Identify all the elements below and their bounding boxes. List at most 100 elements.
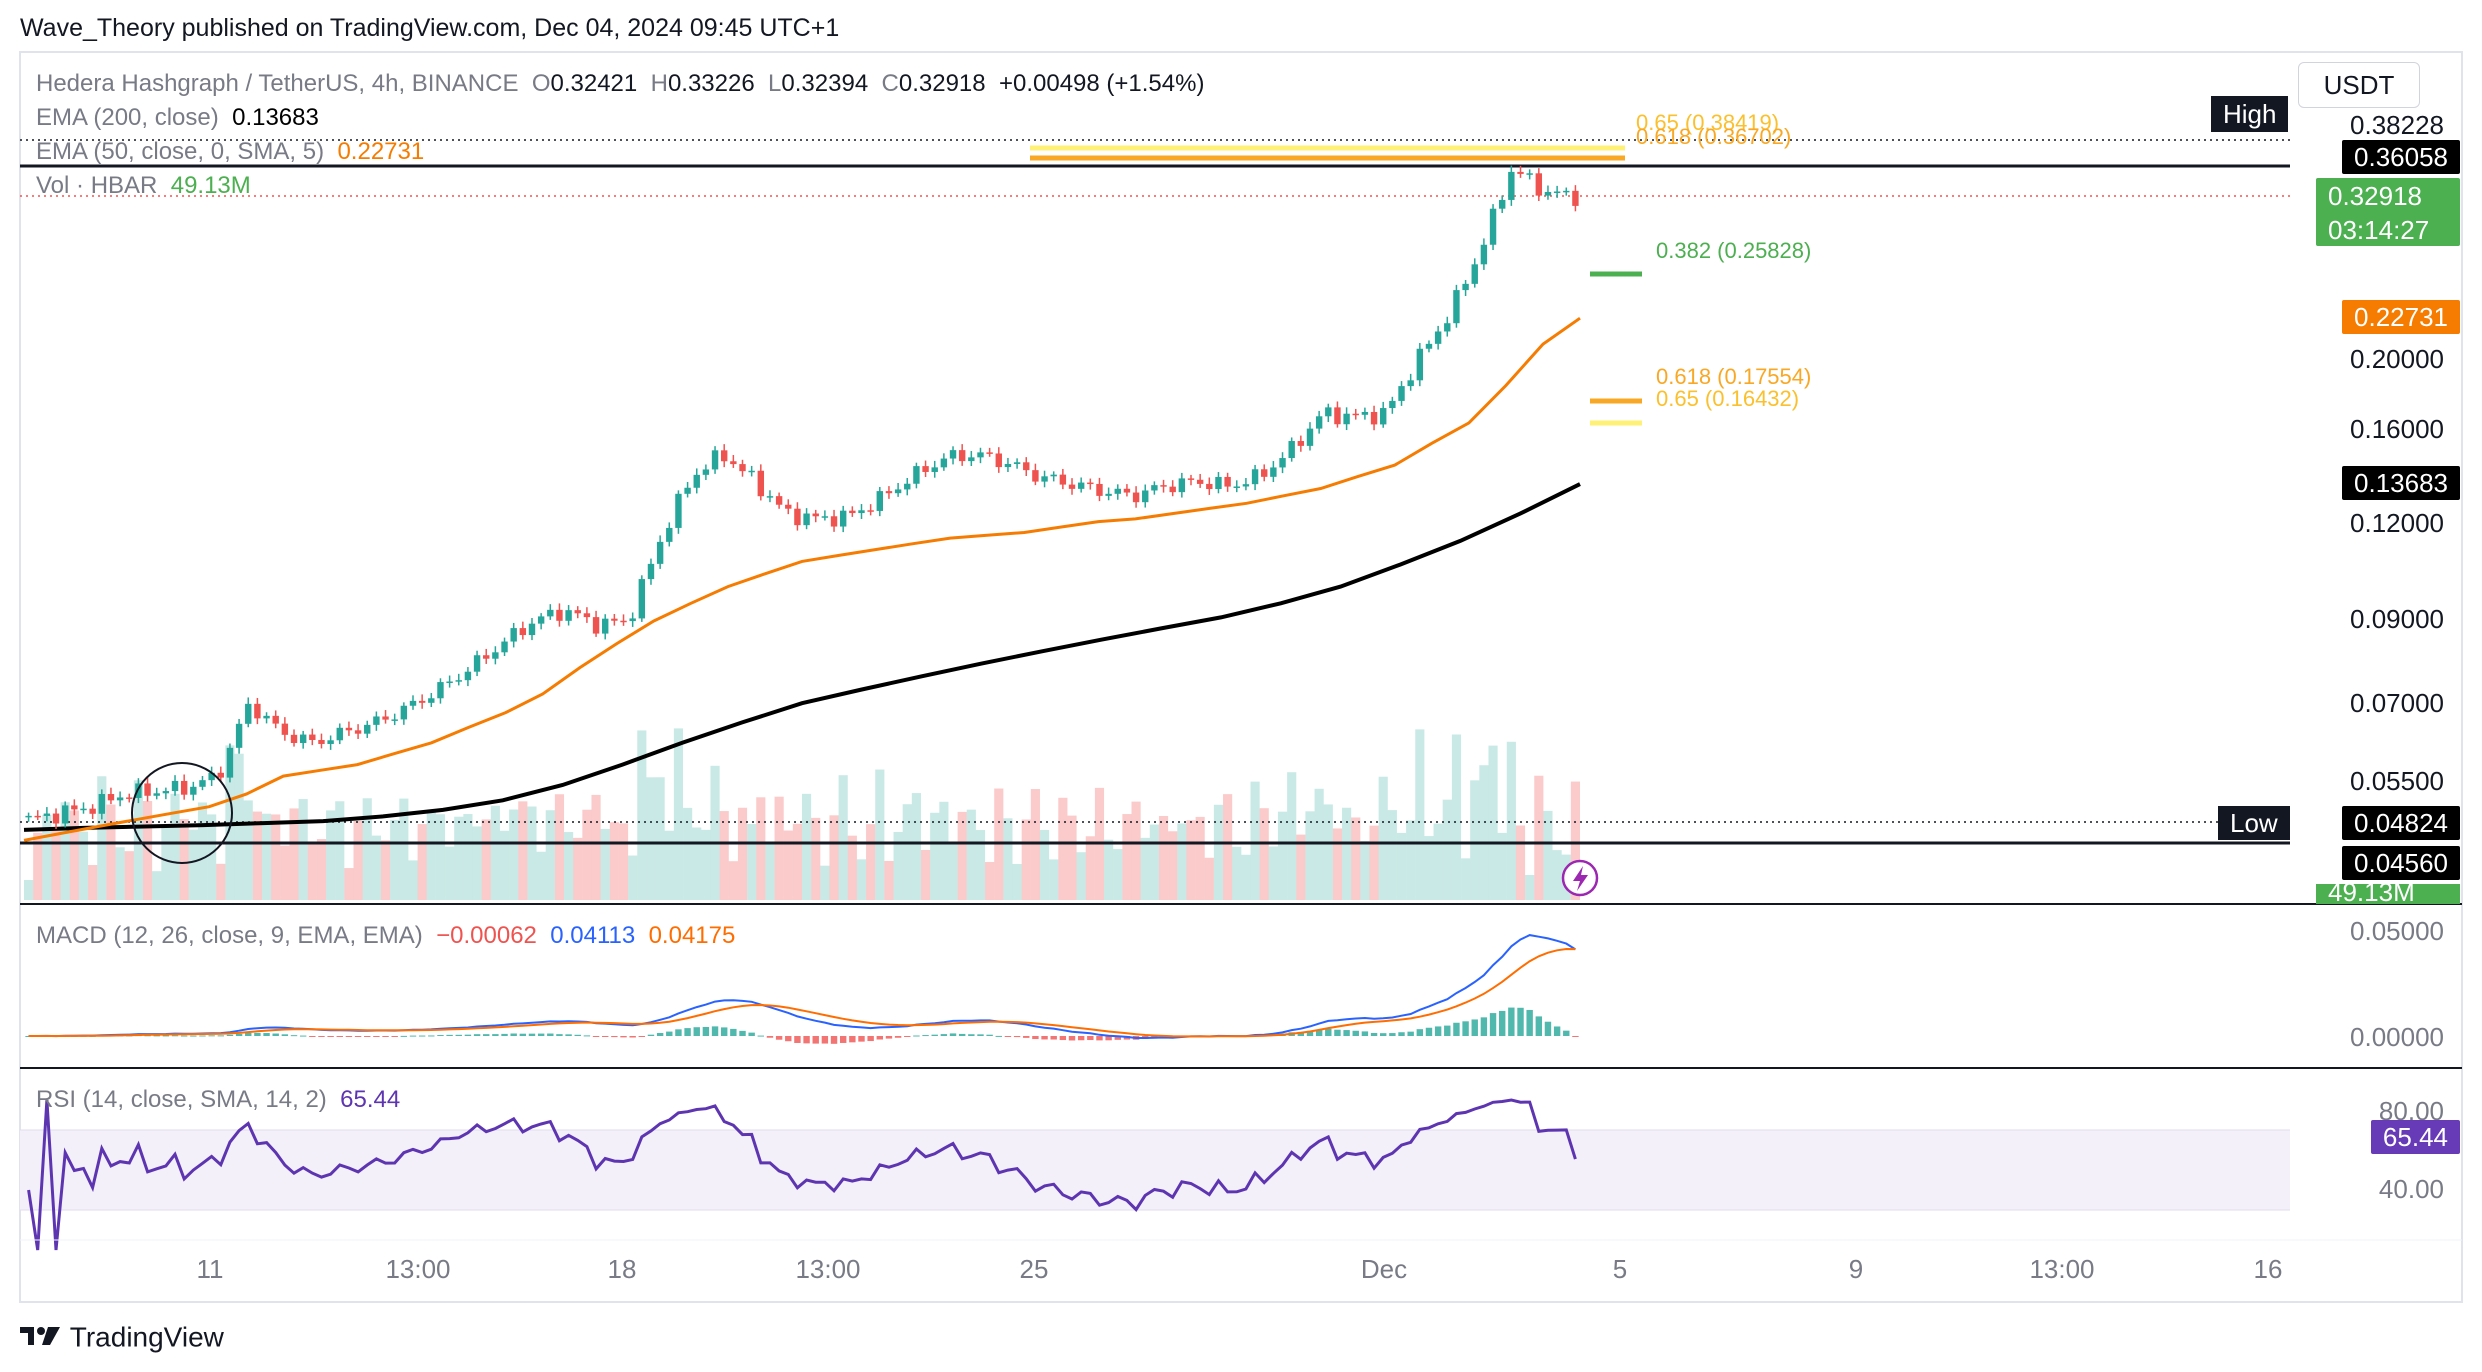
- candle-body: [675, 493, 682, 528]
- symbol-legend: Hedera Hashgraph / TetherUS, 4h, BINANCE…: [36, 70, 1205, 97]
- candle-body: [217, 772, 224, 778]
- macd-hist-bar: [1434, 1026, 1442, 1036]
- macd-hist-bar: [1013, 1036, 1021, 1038]
- macd-hist-bar: [1526, 1009, 1533, 1036]
- macd-hist-bar: [364, 1036, 371, 1037]
- candle-body: [1160, 485, 1167, 487]
- volume-bar: [161, 825, 171, 900]
- volume-bar: [664, 830, 674, 900]
- volume-bar: [1030, 789, 1040, 900]
- candle-body: [702, 469, 710, 475]
- macd-hist-bar: [1508, 1007, 1515, 1036]
- fib-065-low-label: 0.65 (0.16432): [1656, 386, 1800, 411]
- macd-hist-bar: [647, 1034, 655, 1036]
- volume-bar: [69, 810, 79, 900]
- volume-bar: [701, 829, 711, 900]
- candle-body: [1059, 474, 1067, 485]
- macd-hist-bar: [327, 1036, 334, 1037]
- candle-body: [1077, 482, 1085, 489]
- tradingview-logo[interactable]: TradingView: [20, 1320, 224, 1354]
- macd-hist-bar: [675, 1029, 682, 1036]
- volume-bar: [261, 813, 272, 900]
- candle-body: [263, 715, 270, 719]
- macd-hist-bar: [1517, 1007, 1524, 1036]
- macd-hist-bar: [492, 1034, 499, 1036]
- macd-hist-bar: [382, 1036, 389, 1037]
- volume-bar: [152, 871, 162, 900]
- candle-body: [1004, 463, 1012, 468]
- candles-layer: [25, 165, 1579, 829]
- candle-body: [153, 793, 160, 796]
- candle-body: [913, 466, 920, 484]
- macd-hist-bar: [1489, 1013, 1497, 1036]
- candle-body: [1251, 469, 1259, 485]
- candle-body: [1315, 416, 1323, 429]
- macd-hist-bar: [519, 1033, 527, 1036]
- volume-bar: [1387, 810, 1397, 900]
- candle-body: [1032, 470, 1039, 482]
- candle-body: [766, 496, 774, 498]
- candle-body: [382, 716, 389, 720]
- candle-body: [922, 466, 929, 472]
- ema50-value: 0.22731: [337, 138, 425, 165]
- macd-hist-bar: [1563, 1030, 1570, 1036]
- volume-bar: [628, 855, 638, 900]
- volume-bar: [1424, 836, 1434, 900]
- macd-hist-bar: [501, 1033, 508, 1036]
- candle-body: [849, 510, 856, 514]
- volume-layer: [24, 728, 1580, 900]
- candle-body: [98, 794, 106, 814]
- candle-body: [565, 610, 572, 621]
- rsi-band: [20, 1130, 2290, 1210]
- macd-hist-bar: [354, 1036, 362, 1037]
- candle-body: [876, 491, 884, 511]
- price-tick-0.20: 0.20000: [2350, 344, 2444, 374]
- candle-body: [418, 700, 426, 703]
- candle-body: [327, 740, 334, 744]
- macd-hist-bar: [1114, 1036, 1121, 1040]
- macd-hist-bar: [711, 1026, 719, 1036]
- candle-countdown: 03:14:27: [2328, 215, 2430, 245]
- currency-button[interactable]: USDT: [2298, 62, 2420, 108]
- candle-body: [858, 510, 865, 514]
- candle-body: [226, 747, 234, 778]
- candle-body: [574, 610, 581, 614]
- macd-hist-bar: [611, 1036, 618, 1038]
- candle-body: [1261, 469, 1268, 477]
- volume-bar: [1058, 797, 1068, 900]
- macd-hist-bar: [986, 1034, 993, 1036]
- volume-bar: [1104, 839, 1114, 900]
- candle-body: [1553, 191, 1561, 194]
- volume-bar: [710, 765, 720, 900]
- macd-hist-bar: [583, 1035, 591, 1037]
- time-tick: 13:00: [385, 1254, 451, 1284]
- candle-body: [510, 628, 517, 642]
- macd-line: [28, 934, 1576, 1039]
- macd-hist-bar: [968, 1034, 975, 1036]
- candle-body: [1279, 458, 1286, 468]
- lightning-icon[interactable]: [1561, 859, 1599, 897]
- candle-body: [1242, 484, 1250, 487]
- macd-hist-bar: [25, 1036, 32, 1037]
- candle-body: [1572, 190, 1579, 206]
- macd-hist-bar: [1572, 1036, 1579, 1037]
- volume-bar: [472, 826, 482, 900]
- volume-bar: [60, 802, 70, 900]
- volume-bar: [673, 728, 684, 900]
- price-tick-top-partial: 0.38228: [2350, 110, 2444, 140]
- candle-body: [803, 513, 810, 526]
- volume-bar: [1259, 808, 1269, 900]
- macd-hist-bar: [263, 1033, 270, 1036]
- price-tick-0.16: 0.16000: [2350, 414, 2444, 444]
- low-tag: Low: [2218, 806, 2290, 840]
- volume-bar: [1506, 741, 1516, 900]
- candle-body: [748, 470, 755, 473]
- macd-hist-bar: [940, 1034, 948, 1036]
- candle-body: [1187, 478, 1195, 480]
- volume-bar: [280, 845, 290, 900]
- candle-body: [1233, 486, 1240, 488]
- candle-body: [34, 815, 41, 818]
- volume-bar: [600, 828, 610, 900]
- candle-body: [1471, 264, 1478, 284]
